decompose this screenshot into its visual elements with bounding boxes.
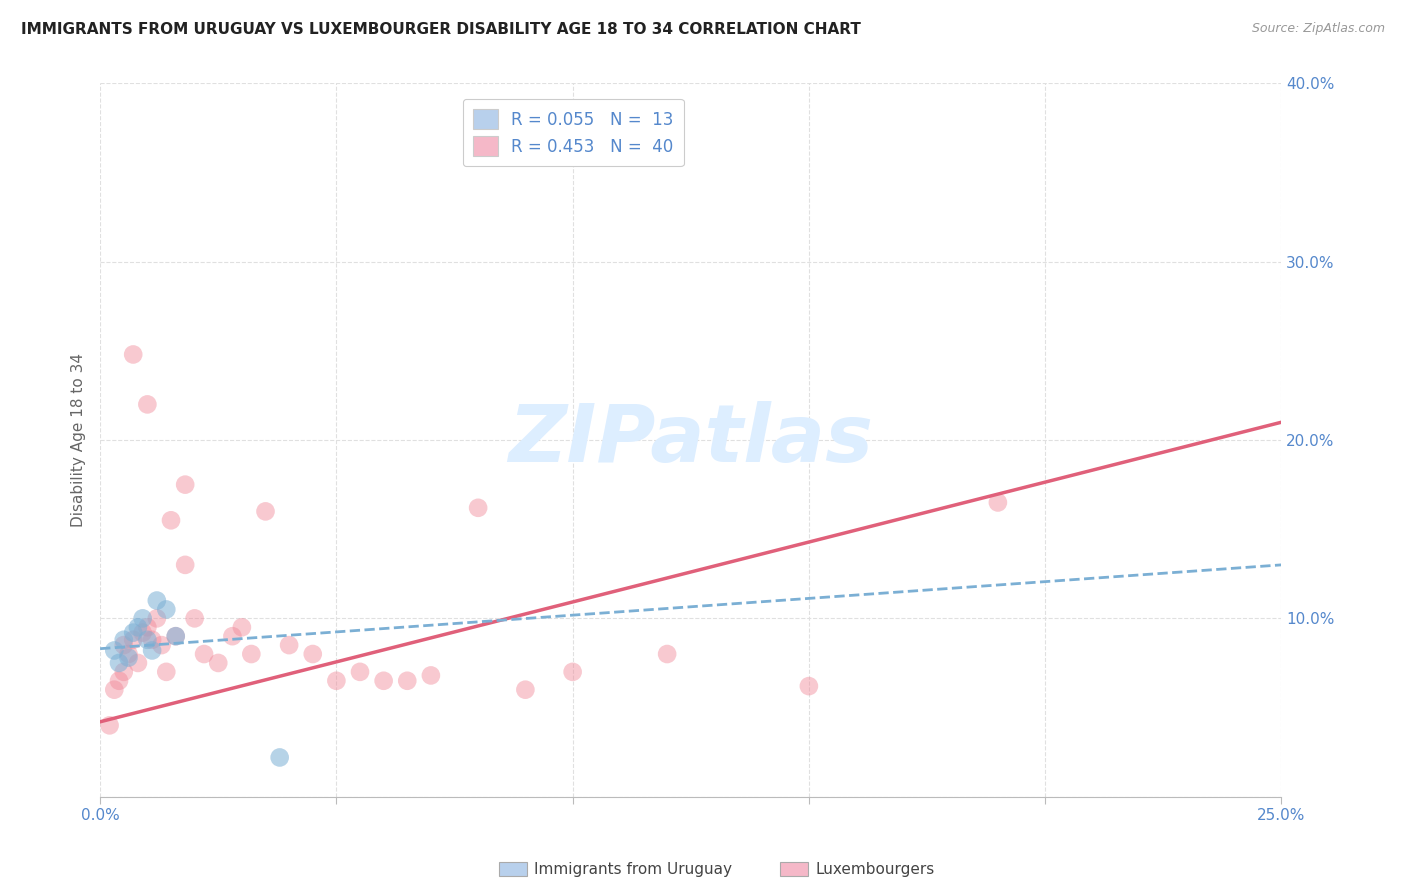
Text: ZIPatlas: ZIPatlas: [508, 401, 873, 479]
Point: [561, 665, 583, 679]
Point: [419, 668, 441, 682]
Point: [150, 638, 173, 652]
Point: [103, 643, 125, 657]
Point: [131, 625, 153, 640]
Point: [108, 656, 131, 670]
Bar: [499, 862, 527, 876]
Bar: [780, 862, 808, 876]
Point: [515, 682, 537, 697]
Point: [193, 647, 215, 661]
Point: [141, 643, 163, 657]
Point: [301, 647, 323, 661]
Point: [146, 593, 169, 607]
Point: [122, 632, 145, 647]
Point: [349, 665, 371, 679]
Point: [127, 620, 149, 634]
Point: [240, 647, 263, 661]
Point: [136, 397, 159, 411]
Point: [174, 477, 197, 491]
Point: [117, 650, 139, 665]
Point: [373, 673, 395, 688]
Point: [103, 682, 125, 697]
Point: [183, 611, 205, 625]
Point: [987, 495, 1010, 509]
Legend: R = 0.055   N =  13, R = 0.453   N =  40: R = 0.055 N = 13, R = 0.453 N = 40: [463, 99, 683, 166]
Text: Immigrants from Uruguay: Immigrants from Uruguay: [534, 863, 733, 877]
Point: [112, 632, 135, 647]
Point: [122, 625, 145, 640]
Point: [467, 500, 489, 515]
Point: [146, 611, 169, 625]
Point: [231, 620, 253, 634]
Text: Source: ZipAtlas.com: Source: ZipAtlas.com: [1251, 22, 1385, 36]
Point: [127, 656, 149, 670]
Point: [165, 629, 187, 643]
Point: [254, 504, 277, 518]
Point: [155, 665, 177, 679]
Point: [396, 673, 419, 688]
Point: [655, 647, 678, 661]
Point: [136, 620, 159, 634]
Point: [98, 718, 121, 732]
Point: [112, 665, 135, 679]
Point: [131, 611, 153, 625]
Point: [117, 647, 139, 661]
Point: [797, 679, 820, 693]
Point: [136, 632, 159, 647]
Point: [141, 632, 163, 647]
Point: [174, 558, 197, 572]
Point: [160, 513, 183, 527]
Text: Luxembourgers: Luxembourgers: [815, 863, 935, 877]
Text: IMMIGRANTS FROM URUGUAY VS LUXEMBOURGER DISABILITY AGE 18 TO 34 CORRELATION CHAR: IMMIGRANTS FROM URUGUAY VS LUXEMBOURGER …: [21, 22, 860, 37]
Point: [112, 638, 135, 652]
Point: [278, 638, 301, 652]
Point: [269, 750, 291, 764]
Point: [221, 629, 243, 643]
Point: [165, 629, 187, 643]
Y-axis label: Disability Age 18 to 34: Disability Age 18 to 34: [72, 353, 86, 527]
Point: [122, 347, 145, 361]
Point: [207, 656, 229, 670]
Point: [108, 673, 131, 688]
Point: [325, 673, 347, 688]
Point: [155, 602, 177, 616]
